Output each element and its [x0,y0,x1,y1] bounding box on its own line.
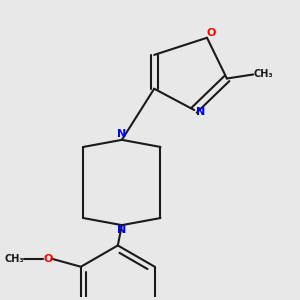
Text: N: N [196,107,205,117]
Text: CH₃: CH₃ [254,70,273,80]
Text: N: N [117,129,127,139]
Text: O: O [206,28,216,38]
Text: N: N [117,225,127,235]
Text: O: O [44,254,53,264]
Text: CH₃: CH₃ [4,254,24,264]
